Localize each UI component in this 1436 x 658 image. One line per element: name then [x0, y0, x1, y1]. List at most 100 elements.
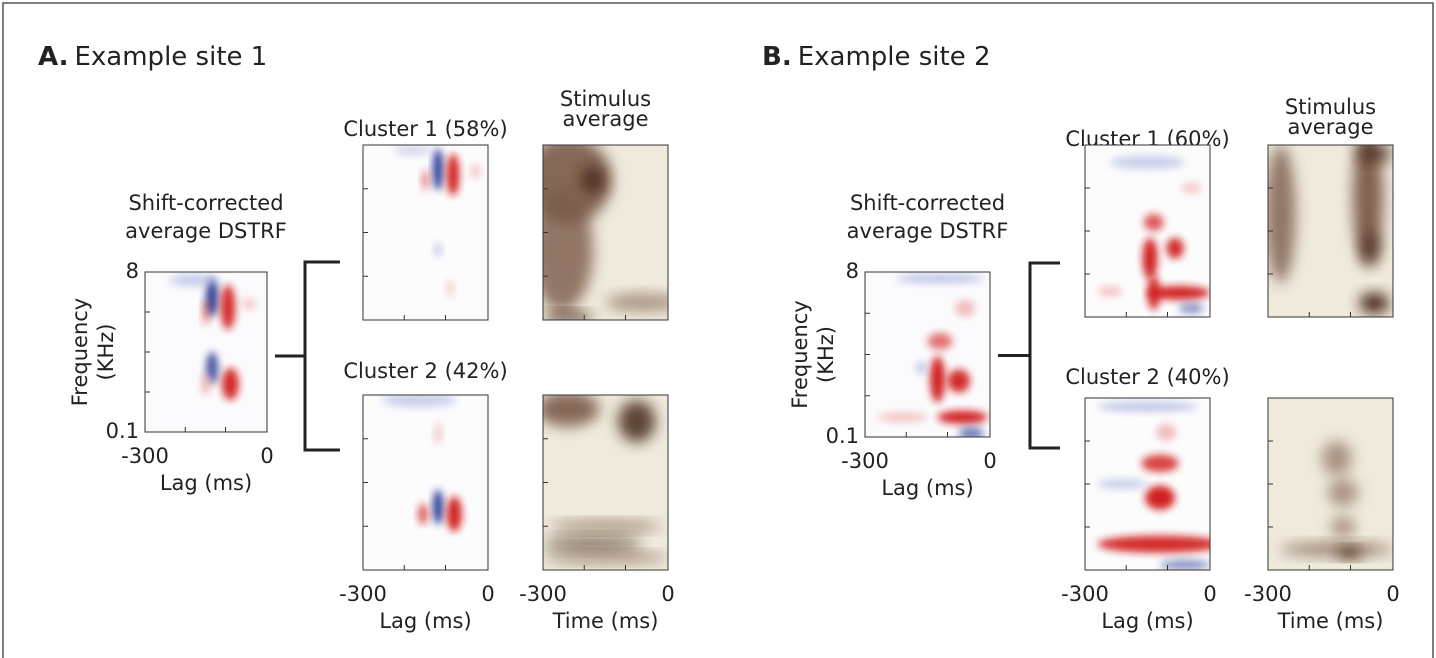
x-tick-label: 0: [1203, 582, 1216, 606]
y-tick-label: 0.1: [826, 424, 859, 448]
heatmap-bg: [145, 272, 267, 432]
heatmap-bg: [1268, 398, 1393, 570]
x-tick-label: -300: [519, 582, 567, 606]
heat-blob: [1141, 454, 1179, 472]
y-tick-label: 0.1: [106, 419, 139, 443]
x-tick-label: -300: [1061, 582, 1109, 606]
cluster-title: Cluster 1 (58%): [343, 117, 507, 141]
heat-blob: [1328, 478, 1358, 507]
x-tick-label: 0: [260, 444, 273, 468]
x-tick-label: -300: [841, 449, 889, 473]
x-tick-label: 0: [661, 582, 674, 606]
heat-blob: [469, 164, 482, 179]
heat-blob: [434, 423, 442, 444]
heat-blob: [543, 536, 643, 551]
heat-blob: [1359, 292, 1390, 314]
heat-blob: [927, 333, 953, 350]
y-label-line: (KHz): [814, 326, 838, 383]
heatmap: [145, 272, 267, 432]
heat-blob: [1147, 286, 1210, 300]
heat-blob: [543, 395, 600, 427]
heat-blob: [220, 284, 236, 330]
heat-blob: [1097, 535, 1210, 553]
heatmap: [363, 145, 488, 320]
heat-blob: [418, 503, 428, 525]
heat-blob: [1097, 478, 1148, 490]
x-tick-label: 0: [983, 449, 996, 473]
average-title: Shift-corrected: [850, 191, 1005, 215]
heatmap: [1268, 398, 1393, 570]
y-tick-label: 8: [846, 259, 859, 283]
x-tick-label: -300: [1244, 582, 1292, 606]
heat-blob: [1147, 275, 1160, 311]
x-tick-label: -300: [339, 582, 387, 606]
heatmap: [543, 145, 668, 320]
x-label: Lag (ms): [881, 476, 973, 500]
heat-blob: [201, 372, 211, 396]
heat-blob: [543, 552, 668, 563]
heat-blob: [446, 153, 460, 196]
heatmap: [543, 395, 668, 570]
panel-label: A.: [38, 42, 68, 72]
heat-blob: [958, 427, 984, 437]
x-label: Lag (ms): [1101, 609, 1193, 633]
heat-blob: [446, 279, 455, 298]
heat-blob: [896, 273, 984, 284]
heat-blob: [1268, 145, 1296, 283]
heat-blob: [1160, 559, 1210, 570]
heatmap: [1085, 398, 1210, 570]
stimulus-title: Stimulus: [1285, 95, 1376, 119]
heat-blob: [1143, 213, 1164, 231]
heat-blob: [1142, 237, 1158, 280]
y-tick-label: 8: [126, 259, 139, 283]
x-tick-label: 0: [481, 582, 494, 606]
heat-blob: [1156, 423, 1177, 441]
heat-blob: [947, 369, 970, 393]
average-title: average DSTRF: [847, 219, 1009, 243]
y-label-line: Frequency: [68, 298, 92, 407]
heatmap-bg: [363, 395, 488, 570]
heat-blob: [543, 188, 593, 312]
heat-blob: [580, 166, 606, 194]
panel-title: Example site 2: [798, 42, 991, 72]
bracket: [998, 261, 1060, 450]
heat-blob: [1097, 286, 1123, 297]
heat-blob: [1280, 542, 1393, 557]
average-title: average DSTRF: [125, 219, 287, 243]
heat-blob: [241, 297, 257, 311]
y-label: Frequency (KHz): [788, 300, 838, 409]
heat-blob: [433, 148, 443, 191]
heat-blob: [543, 311, 593, 320]
stimulus-title: average: [1288, 115, 1374, 139]
x-tick-label: -300: [121, 444, 169, 468]
heat-blob: [433, 489, 443, 525]
heatmap: [865, 272, 990, 437]
heat-blob: [916, 361, 927, 375]
heat-blob: [1166, 237, 1184, 259]
heat-blob: [434, 243, 442, 257]
bracket: [275, 260, 340, 452]
heat-blob: [202, 299, 210, 325]
x-tick-label: 0: [1386, 582, 1399, 606]
heat-blob: [618, 400, 656, 443]
stimulus-title: Stimulus: [560, 87, 651, 111]
heat-blob: [421, 169, 430, 191]
x-label: Time (ms): [552, 609, 659, 633]
cluster-title: Cluster 2 (40%): [1065, 365, 1229, 389]
heat-blob: [930, 356, 945, 403]
panel-heading: B. Example site 2: [762, 42, 991, 72]
heat-blob: [1181, 182, 1202, 194]
heat-blob: [1110, 155, 1185, 170]
heat-blob: [1360, 231, 1381, 266]
y-label-line: Frequency: [788, 300, 812, 409]
cluster-title: Cluster 2 (42%): [343, 359, 507, 383]
average-title: Shift-corrected: [128, 191, 283, 215]
heatmap: [363, 395, 488, 570]
heatmap-bg: [865, 272, 990, 437]
heat-blob: [221, 368, 239, 400]
heatmap: [1268, 145, 1393, 317]
heat-blob: [1321, 441, 1352, 476]
x-label: Lag (ms): [379, 609, 471, 633]
